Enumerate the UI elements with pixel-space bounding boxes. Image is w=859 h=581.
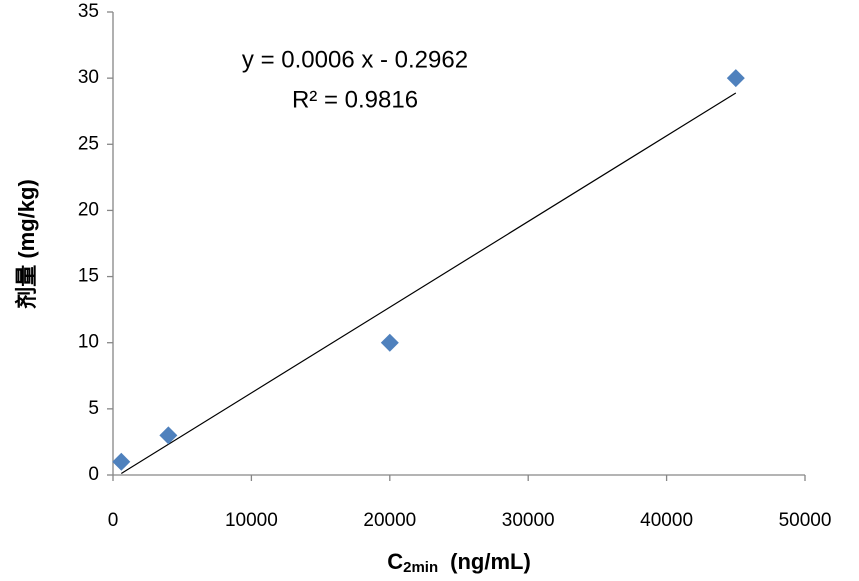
point [112,452,131,471]
x-tick-label: 50000 [779,510,832,531]
x-tick-label: 20000 [363,510,416,531]
y-tick-label: 10 [78,332,99,353]
r-squared: R² = 0.9816 [292,86,418,113]
point [726,69,745,88]
y-tick-label: 20 [78,199,99,220]
point [159,426,178,445]
x-tick-label: 0 [108,510,119,531]
y-tick-label: 15 [78,266,99,287]
y-tick-label: 35 [78,1,99,22]
y-tick-label: 30 [78,67,99,88]
x-tick-label: 40000 [640,510,693,531]
y-axis-label: 剂量 (mg/kg) [14,179,39,309]
x-axis-label: C2min (ng/mL) [387,549,531,576]
x-tick-label: 30000 [502,510,555,531]
trendline [120,92,737,474]
y-tick-label: 25 [78,133,99,154]
y-tick-label: 0 [88,464,99,485]
equation: y = 0.0006 x - 0.2962 [242,46,468,73]
x-label-main: C [387,549,403,574]
point [380,333,399,352]
x-label-sub: 2min [403,559,438,576]
x-tick-label: 10000 [225,510,278,531]
x-label-unit: (ng/mL) [450,549,531,574]
y-tick-label: 5 [88,398,99,419]
